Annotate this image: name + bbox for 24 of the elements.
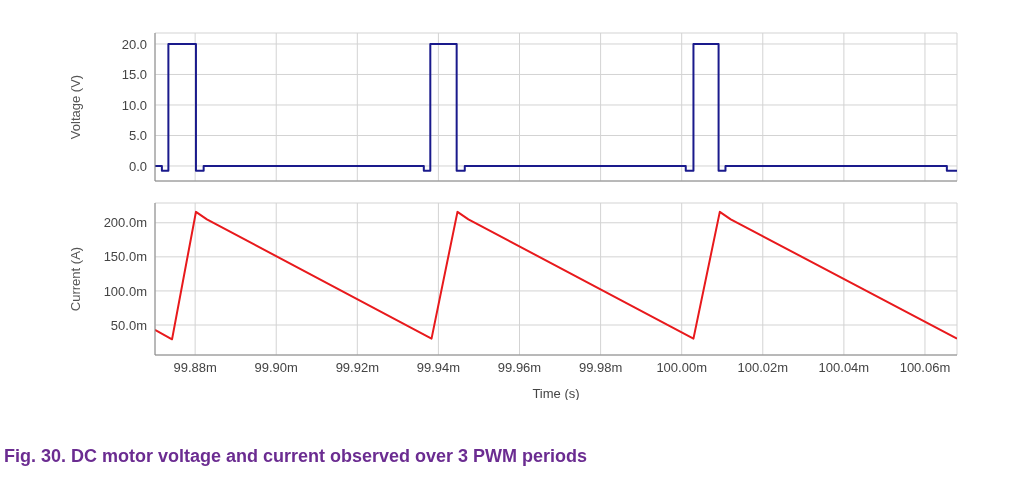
x-tick-label: 99.90m bbox=[254, 360, 298, 376]
y-tick-label: 10.0 bbox=[121, 97, 147, 113]
y-axis-title: Current (A) bbox=[67, 246, 83, 312]
x-tick-label: 99.98m bbox=[578, 360, 623, 376]
x-tick-label: 99.92m bbox=[335, 360, 380, 376]
x-tick-label: 100.00m bbox=[656, 360, 707, 376]
y-axis-title: Voltage (V) bbox=[67, 74, 83, 140]
y-tick-label: 0.0 bbox=[128, 158, 147, 174]
x-tick-label: 100.04m bbox=[818, 360, 870, 376]
caption: Fig. 30. DC motor voltage and current observed over 3 PWM periods bbox=[4, 446, 588, 467]
y-tick-label: 5.0 bbox=[128, 128, 147, 144]
y-tick-label: 100.0m bbox=[103, 283, 147, 299]
x-tick-label: 99.88m bbox=[173, 360, 217, 376]
y-tick-label: 200.0m bbox=[103, 215, 147, 231]
x-tick-label: 99.96m bbox=[497, 360, 542, 376]
x-tick-label: 100.06m bbox=[899, 360, 951, 376]
line-series bbox=[155, 210, 957, 341]
x-tick-label: 99.94m bbox=[416, 360, 461, 376]
y-tick-label: 20.0 bbox=[121, 36, 147, 52]
y-tick-label: 15.0 bbox=[121, 67, 147, 83]
y-tick-label: 150.0m bbox=[103, 249, 147, 265]
x-tick-label: 100.02m bbox=[737, 360, 789, 376]
y-tick-label: 50.0m bbox=[110, 317, 147, 333]
x-axis-title: Time (s) bbox=[532, 386, 580, 401]
